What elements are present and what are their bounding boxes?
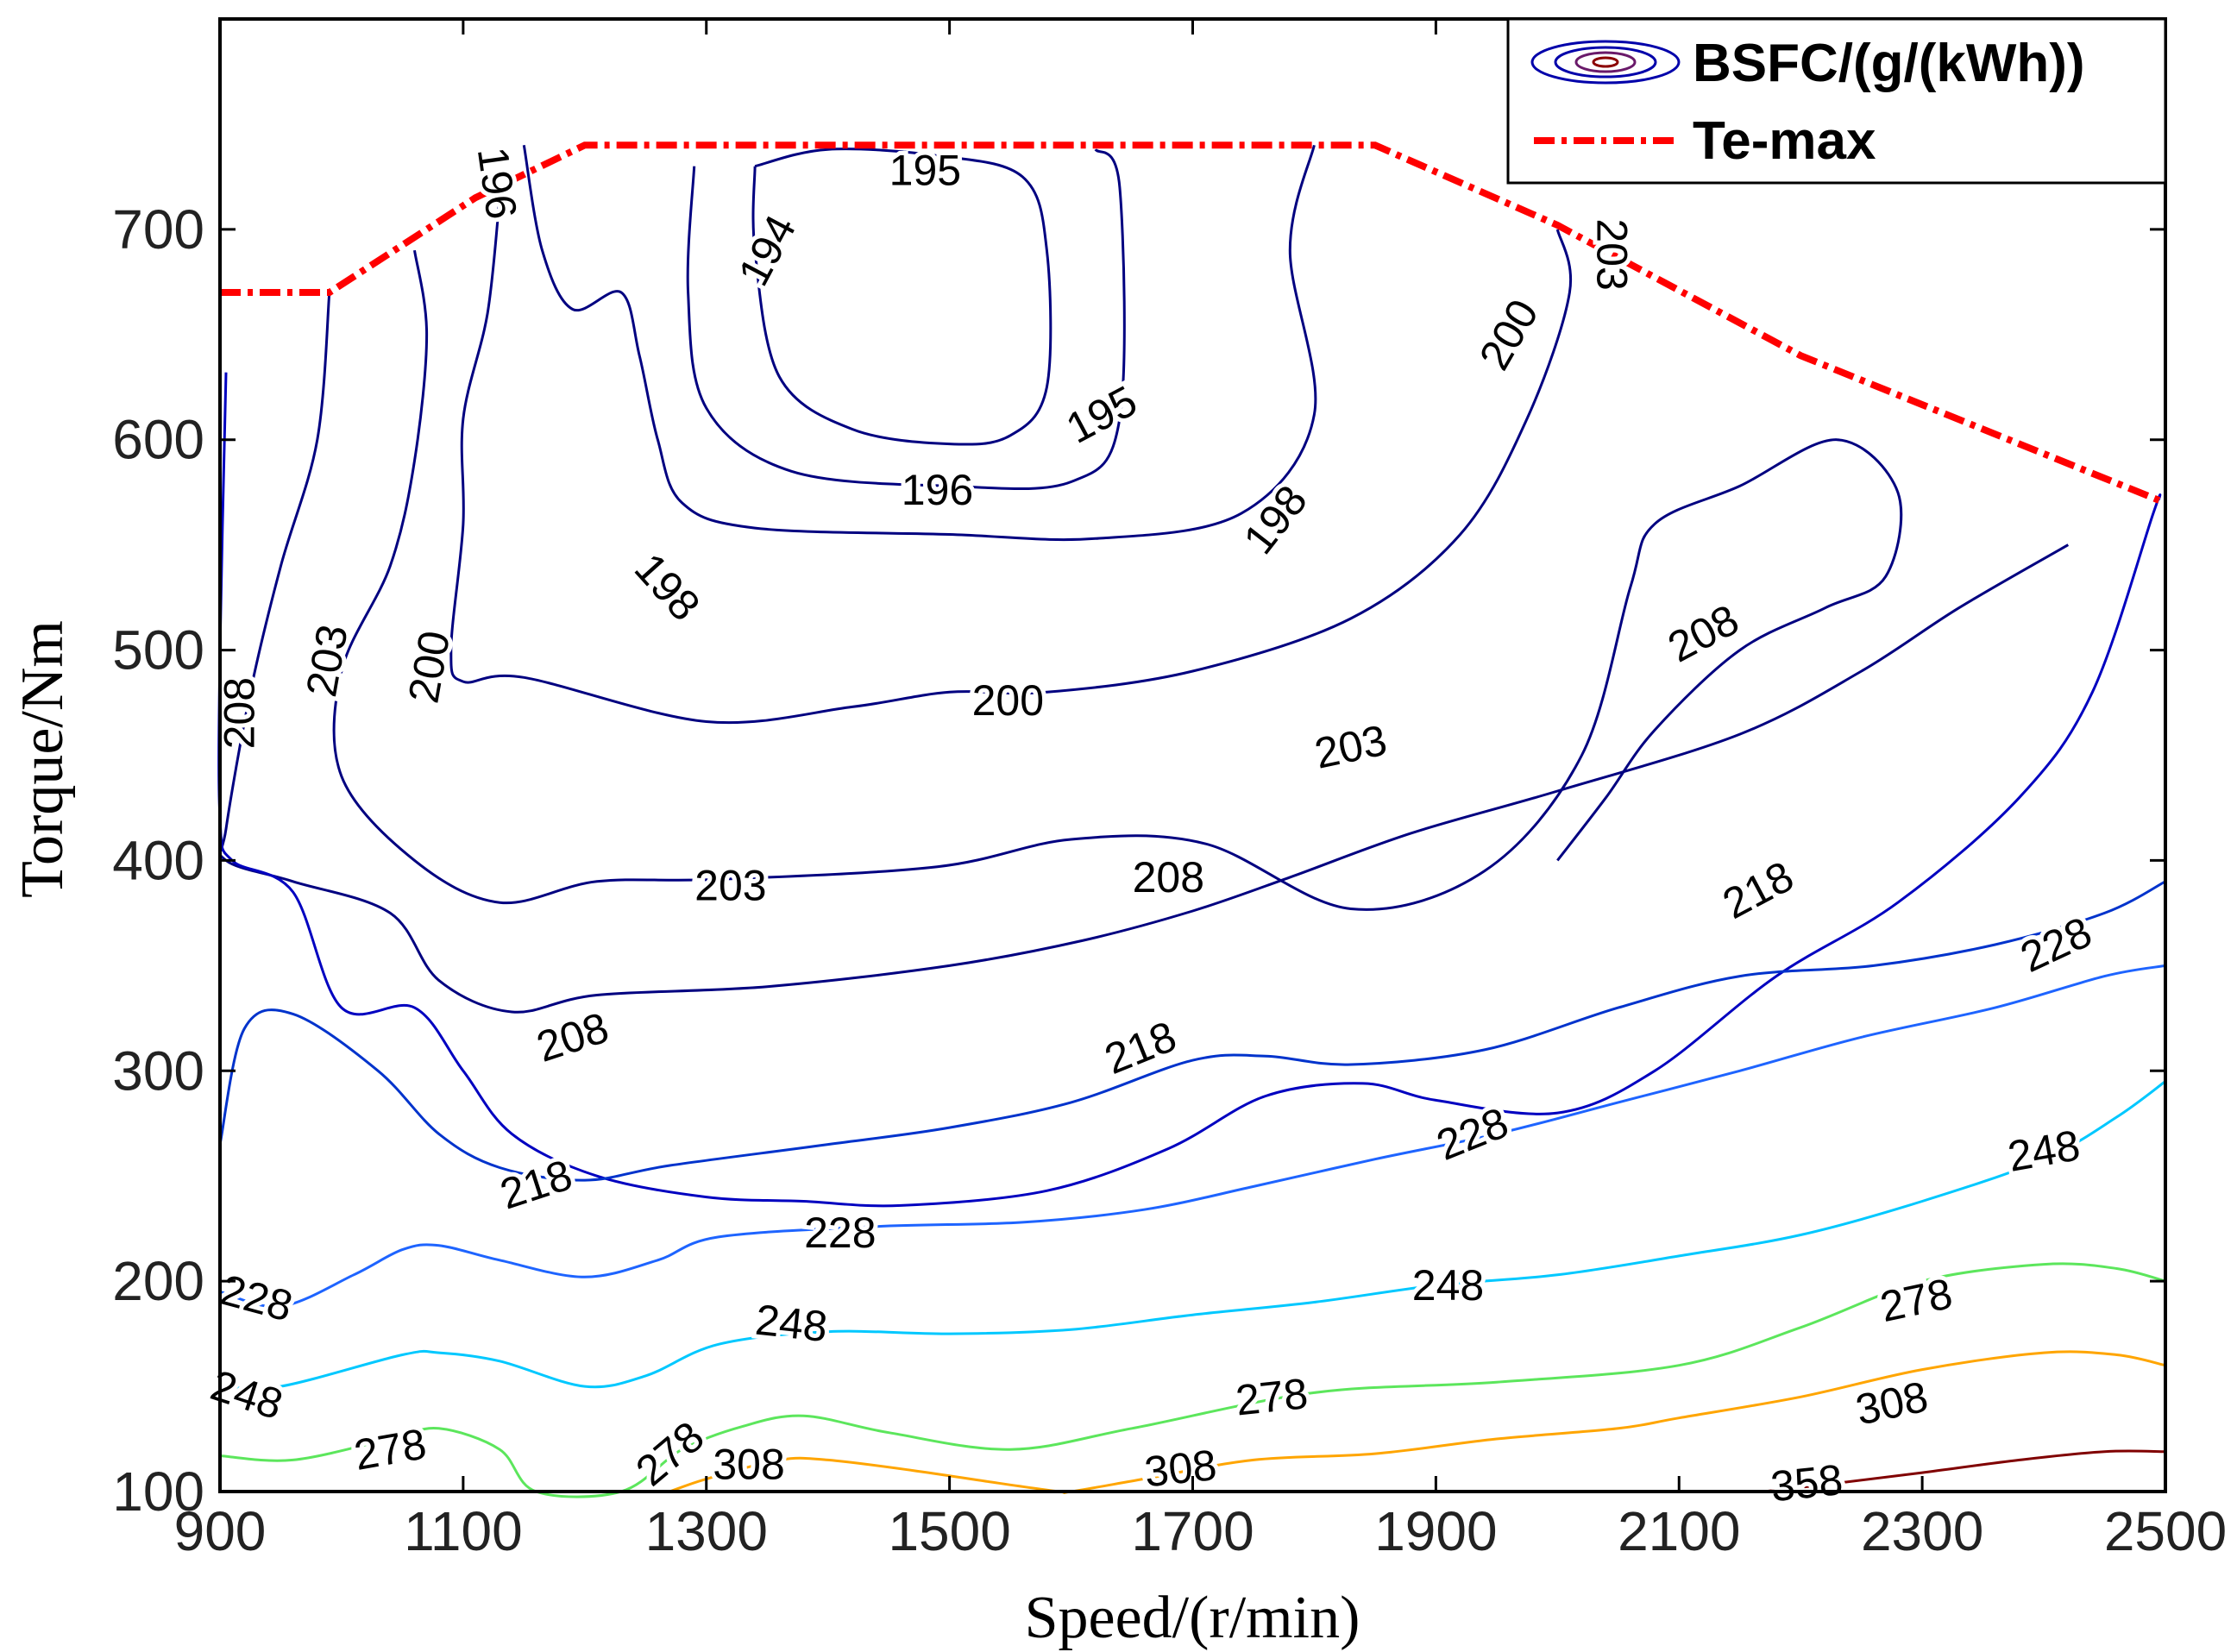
contour-line-200	[332, 249, 1903, 911]
contour-line-195	[686, 148, 1126, 491]
contour-label-203: 203	[297, 621, 357, 700]
contour-line-203	[218, 292, 2070, 1014]
contour-line-196	[522, 144, 1317, 542]
contour-label-208: 208	[1660, 595, 1746, 672]
contour-label-203: 203	[694, 862, 766, 910]
y-tick-label: 700	[112, 198, 204, 261]
contour-label-203: 203	[1310, 716, 1391, 778]
axis-ticks: 900 1100 1300 1500 1700 1900 2100 2300 2500 100 20…	[112, 19, 2227, 1562]
x-tick-label: 2300	[1861, 1500, 1983, 1562]
contour-label-248: 248	[2004, 1121, 2083, 1181]
contour-label-200: 200	[1470, 292, 1548, 378]
contour-line-208	[217, 372, 2162, 1208]
contour-label-200: 200	[972, 676, 1044, 725]
contour-label-203: 203	[1588, 218, 1637, 290]
contour-label-278: 278	[350, 1419, 430, 1479]
x-axis-title: Speed/(r/min)	[1025, 1585, 1360, 1651]
contour-label-278: 278	[1234, 1369, 1310, 1424]
x-tick-label: 2100	[1618, 1500, 1740, 1562]
contour-line-248	[219, 1080, 2166, 1391]
contour-line-194	[751, 148, 1053, 446]
contour-label-278: 278	[1876, 1269, 1956, 1331]
contour-label-218: 218	[494, 1150, 578, 1218]
legend-contour-swatch	[1530, 40, 1681, 85]
y-tick-label: 100	[112, 1460, 204, 1523]
x-tick-label: 900	[174, 1500, 267, 1562]
contour-line-278	[219, 1262, 2166, 1498]
contour-label-195: 195	[889, 147, 961, 195]
x-tick-label: 1500	[888, 1500, 1010, 1562]
contour-label-218: 218	[1715, 851, 1801, 928]
x-tick-label: 1300	[645, 1500, 768, 1562]
contour-label-358: 358	[1769, 1455, 1845, 1511]
contour-line-358	[1763, 1449, 2166, 1493]
x-tick-label: 2500	[2104, 1500, 2227, 1562]
y-axis-title: Torque/Nm	[9, 620, 76, 898]
contour-label-196: 196	[902, 466, 973, 514]
contour-layer	[217, 144, 2166, 1498]
x-tick-label: 1900	[1374, 1500, 1497, 1562]
te-max-layer	[220, 141, 2167, 506]
contour-label-195: 195	[1059, 376, 1145, 453]
legend-box	[1506, 17, 2167, 185]
contour-label-198: 198	[1235, 476, 1316, 562]
contour-label-layer: 195 194 195 196 196 198 198 200 200 200 203 203 203 2…	[201, 140, 2103, 1515]
x-tick-label: 1100	[404, 1500, 523, 1562]
contour-label-248: 248	[1412, 1261, 1484, 1310]
y-tick-label: 500	[112, 619, 204, 682]
y-tick-label: 600	[112, 409, 204, 471]
contour-label-308: 308	[1142, 1441, 1219, 1496]
contour-label-208: 208	[216, 677, 264, 749]
contour-label-248: 248	[753, 1296, 830, 1351]
plot-area-frame	[218, 17, 2167, 1493]
y-tick-label: 400	[112, 829, 204, 891]
contour-label-196: 196	[468, 144, 526, 222]
y-tick-label: 300	[112, 1040, 204, 1102]
contour-label-228: 228	[1430, 1098, 1515, 1170]
te-max-line	[220, 141, 2167, 506]
contour-label-228: 228	[804, 1209, 876, 1257]
legend: BSFC/(g/(kWh)) Te-max	[1506, 17, 2167, 185]
legend-label-bsfc: BSFC/(g/(kWh))	[1693, 34, 2085, 93]
contour-label-248: 248	[205, 1360, 289, 1429]
contour-line-308	[669, 1350, 2166, 1494]
legend-label-te-max: Te-max	[1693, 111, 1876, 171]
contour-label-194: 194	[729, 207, 806, 293]
y-tick-label: 200	[112, 1250, 204, 1312]
contour-line-228	[219, 964, 2166, 1309]
contour-label-308: 308	[713, 1440, 784, 1488]
contour-label-208: 208	[1133, 853, 1204, 901]
contour-line-218	[218, 880, 2166, 1182]
x-tick-label: 1700	[1131, 1500, 1254, 1562]
contour-label-198: 198	[625, 544, 709, 630]
contour-label-200: 200	[399, 627, 460, 707]
contour-label-218: 218	[1098, 1012, 1183, 1084]
contour-label-208: 208	[531, 1003, 614, 1071]
contour-label-228: 228	[216, 1266, 298, 1331]
contour-line-198	[449, 198, 1573, 725]
